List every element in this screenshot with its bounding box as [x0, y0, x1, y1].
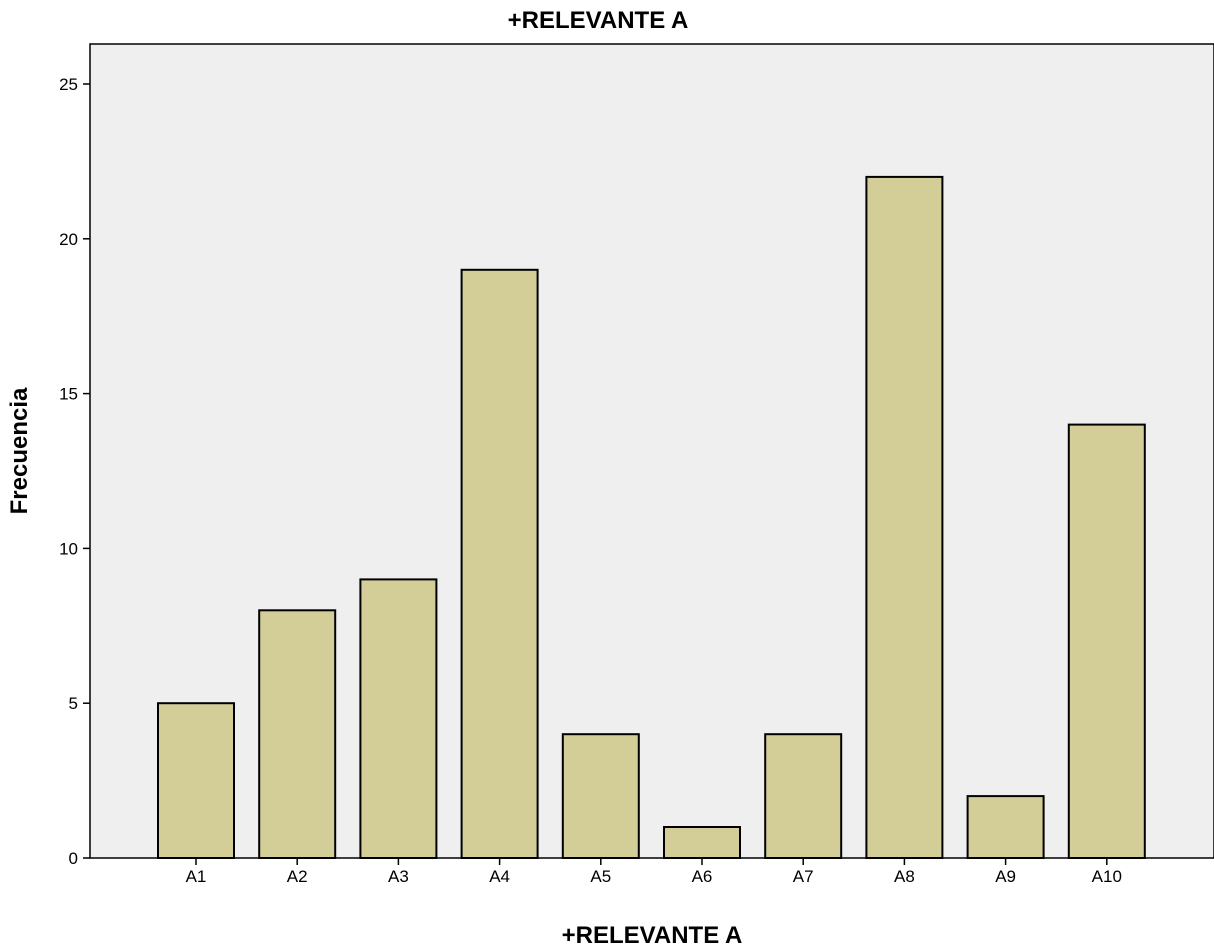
x-tick-label-a9: A9: [995, 867, 1016, 886]
bar-a7: [764, 733, 843, 860]
bar-a3: [359, 578, 438, 860]
bar-a10: [1067, 423, 1146, 859]
bars-group: [157, 175, 1146, 860]
y-tick-label-20: 20: [59, 230, 78, 249]
x-tick-label-a7: A7: [793, 867, 814, 886]
bar-a4: [460, 268, 539, 859]
x-axis: A1 A2 A3 A4 A5 A6 A7 A8 A9 A10: [186, 858, 1122, 886]
y-axis-title: Frecuencia: [6, 387, 33, 514]
bar-a2: [258, 609, 337, 859]
x-tick-label-a10: A10: [1092, 867, 1122, 886]
chart-title: +RELEVANTE A: [508, 7, 689, 34]
y-axis: 0 5 10 15 20 25: [59, 75, 90, 868]
x-tick-label-a1: A1: [186, 867, 207, 886]
x-tick-label-a5: A5: [590, 867, 611, 886]
y-tick-label-15: 15: [59, 385, 78, 404]
y-tick-label-25: 25: [59, 75, 78, 94]
y-tick-label-10: 10: [59, 539, 78, 558]
bar-a6: [663, 826, 741, 859]
y-tick-label-0: 0: [69, 849, 78, 868]
x-tick-label-a3: A3: [388, 867, 409, 886]
bar-a5: [561, 733, 640, 860]
y-tick-label-5: 5: [69, 694, 78, 713]
bar-a8: [865, 175, 944, 859]
x-axis-title: +RELEVANTE A: [562, 922, 743, 946]
x-tick-label-a4: A4: [489, 867, 510, 886]
x-tick-label-a8: A8: [894, 867, 915, 886]
bar-a1: [157, 702, 235, 860]
bar-a9: [966, 795, 1045, 859]
x-tick-label-a6: A6: [692, 867, 713, 886]
x-tick-label-a2: A2: [287, 867, 308, 886]
